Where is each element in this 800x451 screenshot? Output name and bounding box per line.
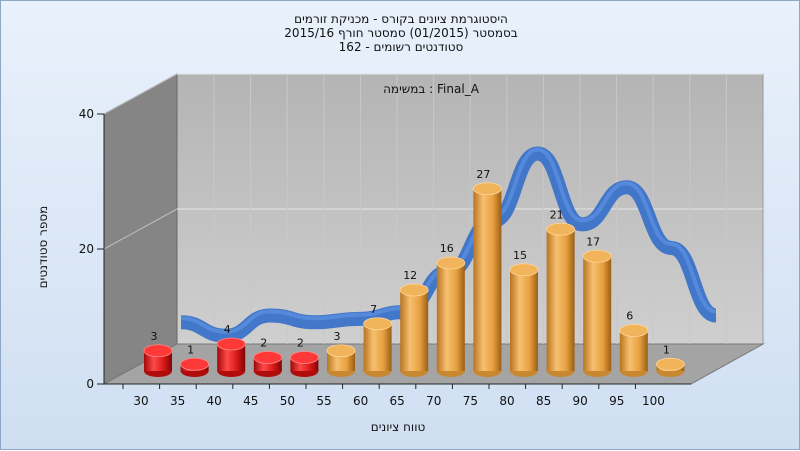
bar-top (582, 249, 612, 263)
bar-top (363, 317, 393, 331)
bar-body (400, 290, 429, 371)
bar-top (546, 222, 575, 236)
bars-group (143, 182, 685, 377)
grid-line-side (103, 73, 178, 115)
bar-value-label: 21 (550, 208, 564, 221)
bar-body (363, 323, 392, 371)
distribution-curve-highlight (180, 147, 717, 334)
bar-value-label: 15 (513, 249, 527, 262)
x-tick-label: 50 (280, 394, 295, 408)
bar-top (619, 324, 649, 337)
bar-top (509, 263, 539, 277)
bar-value-label: 17 (586, 235, 600, 248)
bar-top (216, 337, 246, 351)
bar-top (399, 283, 429, 297)
x-tick-label: 55 (316, 394, 331, 408)
bar-top (180, 357, 210, 371)
x-tick-label: 45 (243, 394, 258, 408)
bar-top (253, 351, 283, 364)
bar-body (510, 269, 538, 371)
value-labels: 3 1 4 2 2 3 7 12 16 27 15 21 17 6 1 (151, 168, 670, 357)
axes: 0 20 40 30 35 40 45 50 55 60 65 70 75 80 85 90 95 100 (79, 107, 691, 408)
x-tick-label: 35 (170, 394, 185, 408)
y-tick-label: 20 (79, 242, 94, 256)
bar-body (436, 263, 465, 371)
chart-title-line-3: 162 - סטודנטים רשומים (339, 40, 464, 54)
y-axis-label: מספר סטודנטים (36, 206, 50, 289)
x-tick-label: 100 (642, 394, 665, 408)
x-tick-label: 95 (609, 394, 624, 408)
x-tick-label: 65 (390, 394, 405, 408)
bar-value-label: 4 (224, 323, 231, 336)
bar-value-label: 1 (187, 343, 194, 356)
distribution-curve (180, 146, 718, 343)
x-axis-label: טווח ציונים (371, 420, 426, 434)
chart-title-line-1: היסטוגרמת ציונים בקורס - מכניקת זורמים (294, 12, 508, 26)
bar-value-label: 12 (403, 269, 417, 282)
bar-top (143, 344, 173, 358)
x-tick-label: 60 (353, 394, 368, 408)
y-tick-label: 40 (79, 107, 94, 121)
chart-subtitle: במשימה : Final_A (383, 82, 480, 96)
bar-value-label: 2 (260, 337, 267, 350)
x-tick-label: 40 (207, 394, 222, 408)
bar-value-label: 7 (370, 303, 377, 316)
x-tick-label: 85 (536, 394, 551, 408)
x-tick-label: 75 (463, 394, 478, 408)
x-tick-label: 80 (499, 394, 514, 408)
grid-line-side (103, 208, 178, 250)
bar-body (583, 256, 612, 371)
bar-body (546, 229, 575, 371)
bar-value-label: 27 (476, 168, 490, 181)
x-tick-label: 70 (426, 394, 441, 408)
bar-value-label: 16 (440, 242, 454, 255)
chart-title-line-2: בסמסטר (01/2015) סמסטר חורף 2015/16 (284, 26, 517, 40)
bar-top (326, 344, 356, 358)
bar-body (473, 188, 502, 371)
y-tick-label: 0 (86, 377, 94, 391)
bar-value-label: 3 (151, 330, 158, 343)
bar-top (289, 351, 319, 364)
bar-value-label: 3 (334, 330, 341, 343)
bar-value-label: 6 (626, 310, 633, 323)
bar-value-label: 1 (663, 343, 670, 356)
bar-top (472, 182, 502, 196)
x-tick-label: 90 (573, 394, 588, 408)
x-tick-label: 30 (133, 394, 148, 408)
bar-body (619, 330, 648, 371)
bar-value-label: 2 (297, 337, 304, 350)
bar-top (656, 357, 685, 371)
bar-top (436, 256, 466, 270)
